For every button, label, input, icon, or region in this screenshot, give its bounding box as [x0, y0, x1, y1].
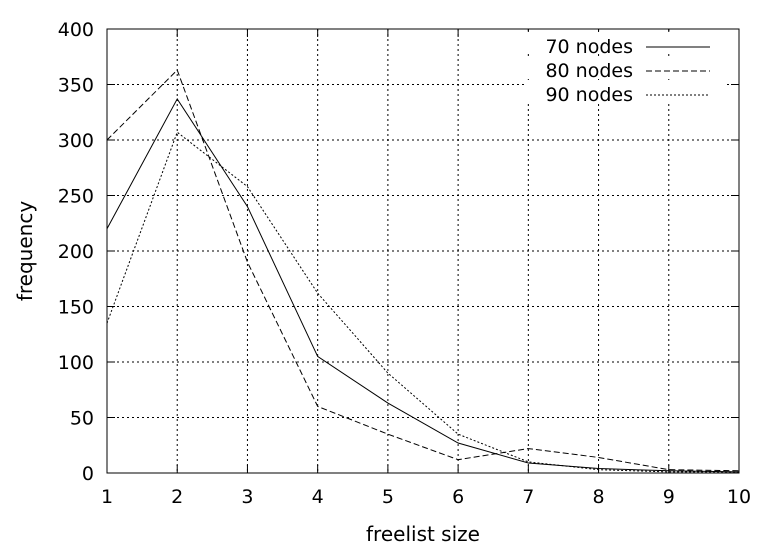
y-tick-label: 100	[58, 352, 94, 374]
legend-label: 70 nodes	[545, 36, 633, 58]
x-tick-label: 4	[312, 486, 324, 508]
x-tick-label: 2	[171, 486, 183, 508]
y-tick-label: 50	[70, 408, 94, 430]
x-tick-label: 10	[727, 486, 751, 508]
x-tick-label: 5	[382, 486, 394, 508]
grid-lines	[107, 29, 739, 473]
legend-label: 90 nodes	[545, 84, 633, 106]
y-tick-label: 300	[58, 130, 94, 152]
y-axis-ticks: 0 50 100 150 200 250 300 350 400	[58, 19, 739, 485]
series-line-90-nodes	[106, 131, 739, 473]
x-axis-ticks: 1 2 3 4 5 6 7 8 9 10	[101, 29, 751, 508]
x-tick-label: 9	[663, 486, 675, 508]
series-line-70-nodes	[106, 97, 740, 473]
y-tick-label: 150	[58, 297, 94, 319]
x-tick-label: 7	[522, 486, 534, 508]
x-tick-label: 3	[241, 486, 253, 508]
legend-background	[524, 56, 724, 77]
y-tick-label: 0	[82, 463, 94, 485]
series-line-80-nodes	[106, 69, 740, 472]
y-tick-label: 200	[58, 241, 94, 263]
x-tick-label: 6	[452, 486, 464, 508]
y-tick-label: 350	[58, 75, 94, 97]
y-tick-label: 400	[58, 19, 94, 41]
legend-label: 80 nodes	[545, 60, 633, 82]
x-axis-label: freelist size	[366, 522, 480, 546]
x-tick-label: 8	[593, 486, 605, 508]
legend-background	[524, 32, 724, 53]
y-tick-label: 250	[58, 186, 94, 208]
series-lines	[106, 69, 740, 473]
y-axis-label: frequency	[13, 201, 37, 301]
legend-background	[524, 80, 724, 101]
x-tick-label: 1	[101, 486, 113, 508]
